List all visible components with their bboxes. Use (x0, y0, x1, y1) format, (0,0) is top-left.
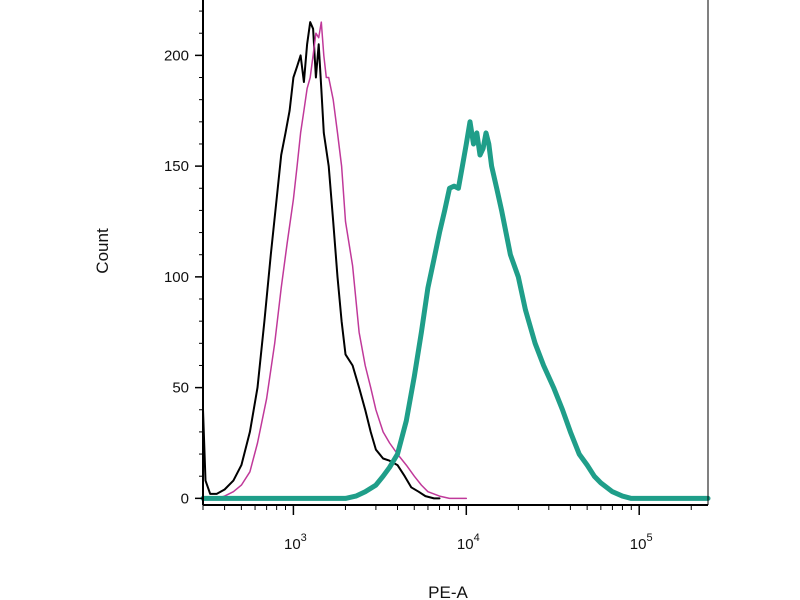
y-tick-label: 100 (164, 269, 189, 286)
y-tick-label: 150 (164, 158, 189, 175)
y-axis-title: Count (93, 228, 112, 274)
x-axis-title: PE-A (428, 583, 468, 600)
series-line-1 (202, 21, 441, 500)
y-tick-label: 0 (181, 490, 189, 507)
series-line-2 (202, 21, 468, 500)
series-layer (200, 21, 711, 501)
x-tick-label: 105 (630, 532, 653, 553)
y-tick-label: 50 (172, 380, 189, 397)
series-line-3 (200, 119, 711, 501)
y-tick-label: 200 (164, 47, 189, 64)
x-tick-label: 103 (284, 532, 307, 553)
axis-layer: 0 50 100 150 200 103 104 105 (164, 0, 709, 553)
x-tick-label: 104 (457, 532, 480, 553)
